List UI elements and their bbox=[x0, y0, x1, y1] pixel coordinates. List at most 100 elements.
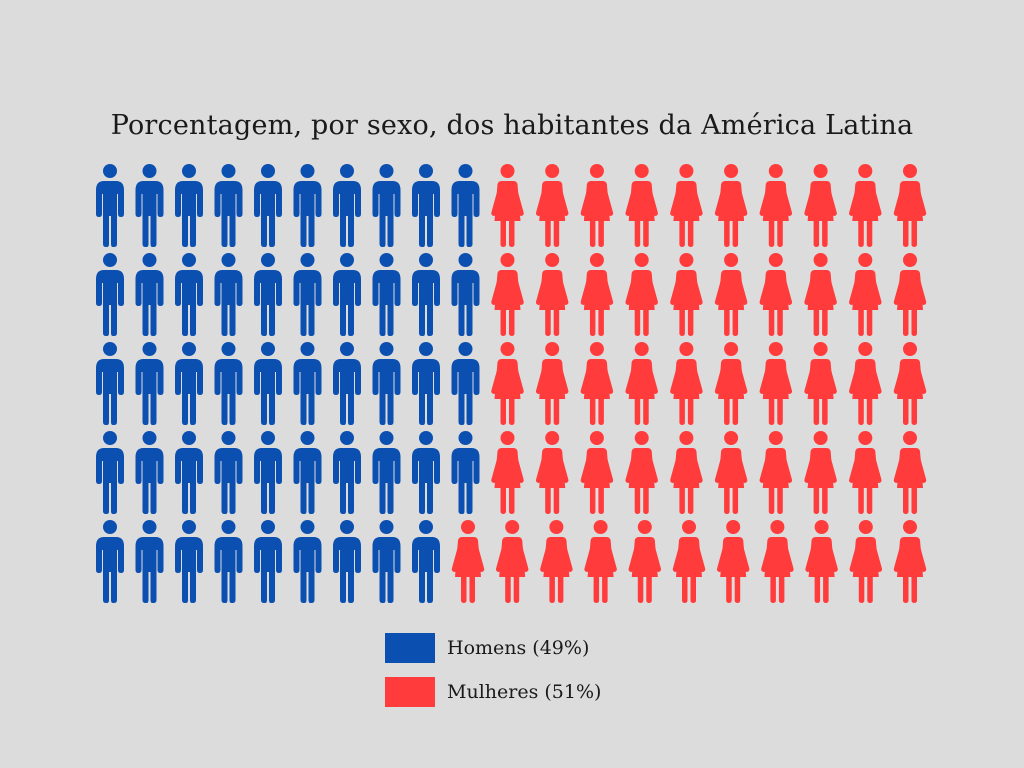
woman-icon bbox=[670, 342, 703, 425]
man-icon bbox=[135, 253, 164, 336]
woman-icon bbox=[670, 431, 703, 514]
man-icon bbox=[175, 520, 203, 603]
man-icon bbox=[175, 253, 203, 336]
man-icon bbox=[372, 164, 401, 247]
man-icon bbox=[293, 342, 322, 425]
woman-icon bbox=[670, 164, 703, 247]
man-icon bbox=[333, 520, 361, 603]
man-icon bbox=[372, 253, 401, 336]
man-icon bbox=[135, 431, 164, 514]
woman-icon bbox=[580, 253, 614, 336]
woman-icon bbox=[893, 253, 927, 336]
man-icon bbox=[412, 253, 440, 336]
legend-label-mulheres: Mulheres (51%) bbox=[447, 681, 602, 703]
man-icon bbox=[254, 253, 282, 336]
woman-icon bbox=[849, 342, 882, 425]
woman-icon bbox=[625, 431, 658, 514]
man-icon bbox=[214, 431, 243, 514]
man-icon bbox=[254, 520, 282, 603]
man-icon bbox=[293, 520, 322, 603]
woman-icon bbox=[804, 164, 837, 247]
man-icon bbox=[135, 520, 164, 603]
man-icon bbox=[333, 342, 361, 425]
man-icon bbox=[214, 253, 243, 336]
legend-swatch-homens bbox=[385, 633, 435, 663]
woman-icon bbox=[761, 520, 794, 603]
woman-icon bbox=[625, 164, 658, 247]
woman-icon bbox=[893, 520, 927, 603]
woman-icon bbox=[535, 164, 569, 247]
woman-icon bbox=[540, 520, 573, 603]
woman-icon bbox=[759, 164, 793, 247]
woman-icon bbox=[535, 431, 569, 514]
man-icon bbox=[254, 431, 282, 514]
woman-icon bbox=[491, 164, 524, 247]
legend: Homens (49%) Mulheres (51%) bbox=[385, 632, 685, 720]
woman-icon bbox=[849, 520, 883, 603]
woman-icon bbox=[893, 342, 927, 425]
woman-icon bbox=[714, 164, 748, 247]
man-icon bbox=[96, 164, 124, 247]
woman-icon bbox=[625, 253, 658, 336]
woman-icon bbox=[714, 253, 748, 336]
woman-icon bbox=[535, 342, 569, 425]
man-icon bbox=[412, 520, 440, 603]
woman-icon bbox=[670, 253, 703, 336]
man-icon bbox=[214, 164, 243, 247]
woman-icon bbox=[535, 253, 569, 336]
man-icon bbox=[451, 164, 480, 247]
woman-icon bbox=[804, 431, 837, 514]
man-icon bbox=[96, 520, 124, 603]
man-icon bbox=[254, 164, 282, 247]
woman-icon bbox=[580, 342, 614, 425]
woman-icon bbox=[805, 520, 838, 603]
legend-item-homens: Homens (49%) bbox=[385, 632, 685, 664]
man-icon bbox=[293, 431, 322, 514]
man-icon bbox=[135, 164, 164, 247]
man-icon bbox=[293, 164, 322, 247]
legend-label-homens: Homens (49%) bbox=[447, 637, 590, 659]
woman-icon bbox=[849, 431, 882, 514]
woman-icon bbox=[804, 253, 837, 336]
man-icon bbox=[96, 431, 124, 514]
chart-title: Porcentagem, por sexo, dos habitantes da… bbox=[110, 110, 914, 141]
man-icon bbox=[175, 164, 203, 247]
man-icon bbox=[333, 431, 361, 514]
man-icon bbox=[175, 431, 203, 514]
woman-icon bbox=[491, 253, 524, 336]
man-icon bbox=[372, 520, 401, 603]
man-icon bbox=[412, 164, 440, 247]
woman-icon bbox=[849, 164, 882, 247]
woman-icon bbox=[672, 520, 706, 603]
woman-icon bbox=[584, 520, 617, 603]
man-icon bbox=[96, 253, 124, 336]
woman-icon bbox=[759, 253, 793, 336]
woman-icon bbox=[804, 342, 837, 425]
woman-icon bbox=[580, 431, 614, 514]
man-icon bbox=[214, 342, 243, 425]
man-icon bbox=[96, 342, 124, 425]
woman-icon bbox=[451, 520, 485, 603]
man-icon bbox=[372, 431, 401, 514]
man-icon bbox=[451, 253, 480, 336]
man-icon bbox=[412, 342, 440, 425]
woman-icon bbox=[716, 520, 750, 603]
man-icon bbox=[412, 431, 440, 514]
woman-icon bbox=[495, 520, 529, 603]
man-icon bbox=[135, 342, 164, 425]
woman-icon bbox=[759, 431, 793, 514]
woman-icon bbox=[714, 431, 748, 514]
man-icon bbox=[333, 164, 361, 247]
legend-swatch-mulheres bbox=[385, 677, 435, 707]
man-icon bbox=[175, 342, 203, 425]
man-icon bbox=[333, 253, 361, 336]
woman-icon bbox=[849, 253, 882, 336]
woman-icon bbox=[893, 431, 927, 514]
woman-icon bbox=[628, 520, 662, 603]
woman-icon bbox=[625, 342, 658, 425]
woman-icon bbox=[893, 164, 927, 247]
woman-icon bbox=[580, 164, 614, 247]
man-icon bbox=[451, 342, 480, 425]
